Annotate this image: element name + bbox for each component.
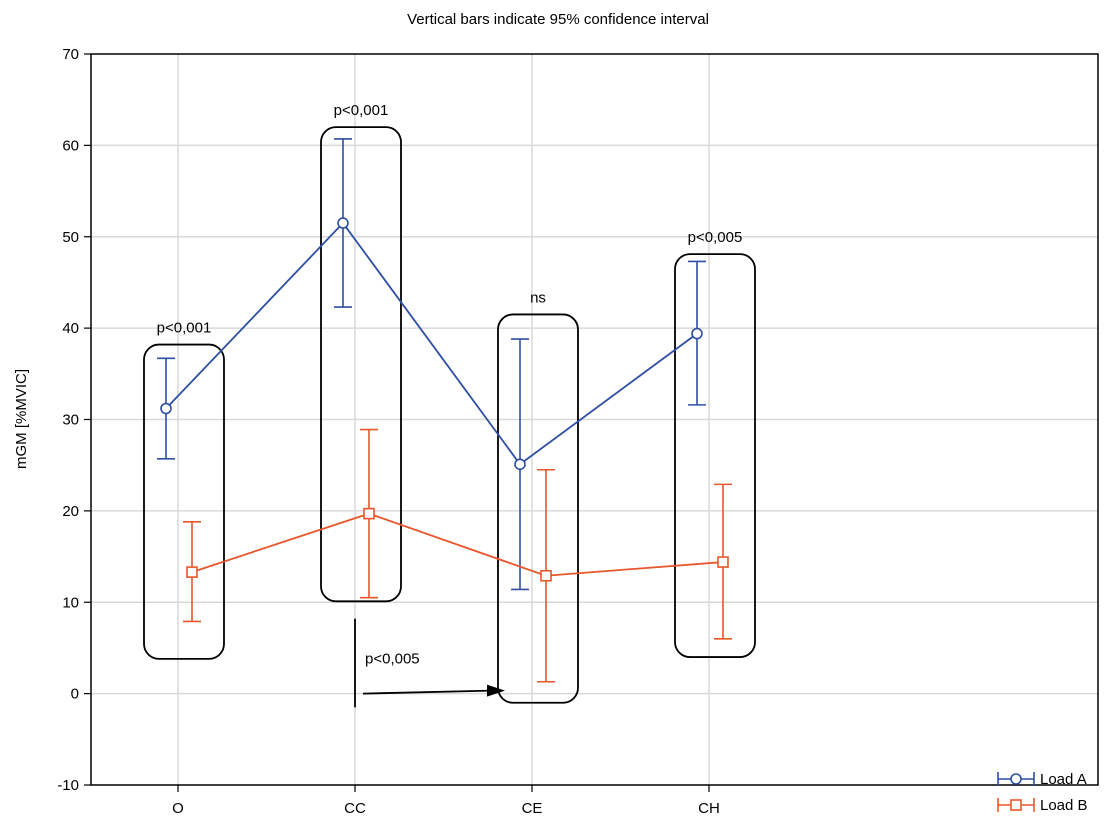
chart-title: Vertical bars indicate 95% confidence in… <box>407 11 709 28</box>
series-line <box>165 221 698 466</box>
annotations: p<0,001 p<0,001 ns p<0,005 p<0,005 <box>157 102 743 708</box>
data-point <box>363 507 375 520</box>
x-tick-label: CH <box>698 800 720 817</box>
x-tick-label: CC <box>344 800 366 817</box>
y-tick-label: 60 <box>62 137 79 154</box>
x-axis: O CC CE CH <box>172 785 720 817</box>
y-axis-label: mGM [%MVIC] <box>13 369 30 469</box>
significance-label: p<0,005 <box>688 229 743 246</box>
comparison-label: p<0,005 <box>365 650 420 667</box>
legend-label: Load A <box>1040 771 1087 788</box>
group-box <box>320 126 402 603</box>
y-tick-label: 20 <box>62 503 79 520</box>
series-layer <box>157 138 732 683</box>
data-point <box>186 566 198 578</box>
grid <box>91 54 1098 785</box>
legend-label: Load B <box>1040 797 1088 814</box>
y-tick-label: 40 <box>62 320 79 337</box>
y-tick-label: -10 <box>57 777 79 794</box>
data-point <box>160 402 172 415</box>
data-point <box>540 569 552 582</box>
data-point <box>514 458 526 471</box>
y-tick-label: 0 <box>71 686 79 703</box>
y-axis: -10 0 10 20 30 40 50 60 70 <box>57 46 91 794</box>
comparison-arrow-head <box>487 684 505 697</box>
legend-item: Load A <box>997 771 1087 788</box>
x-tick-label: CE <box>522 800 543 817</box>
group-box <box>497 313 579 704</box>
significance-label: ns <box>530 289 546 306</box>
y-tick-label: 50 <box>62 229 79 246</box>
legend-item: Load B <box>997 797 1088 814</box>
series-load-b <box>183 428 732 683</box>
legend-marker <box>1010 773 1022 785</box>
series-line <box>191 512 724 577</box>
significance-label: p<0,001 <box>334 102 389 119</box>
y-tick-label: 70 <box>62 46 79 63</box>
group-box <box>674 253 756 658</box>
y-tick-label: 30 <box>62 412 79 429</box>
y-tick-label: 10 <box>62 594 79 611</box>
comparison-arrow-shaft <box>362 689 492 695</box>
data-point <box>691 327 703 340</box>
legend: Load A Load B <box>997 771 1088 814</box>
legend-marker <box>1010 799 1022 811</box>
significance-label: p<0,001 <box>157 320 212 337</box>
data-point <box>337 217 349 229</box>
data-point <box>717 556 729 568</box>
x-tick-label: O <box>172 800 184 817</box>
group-box <box>143 343 225 660</box>
series-load-a <box>157 138 706 591</box>
group-boxes <box>143 126 756 704</box>
